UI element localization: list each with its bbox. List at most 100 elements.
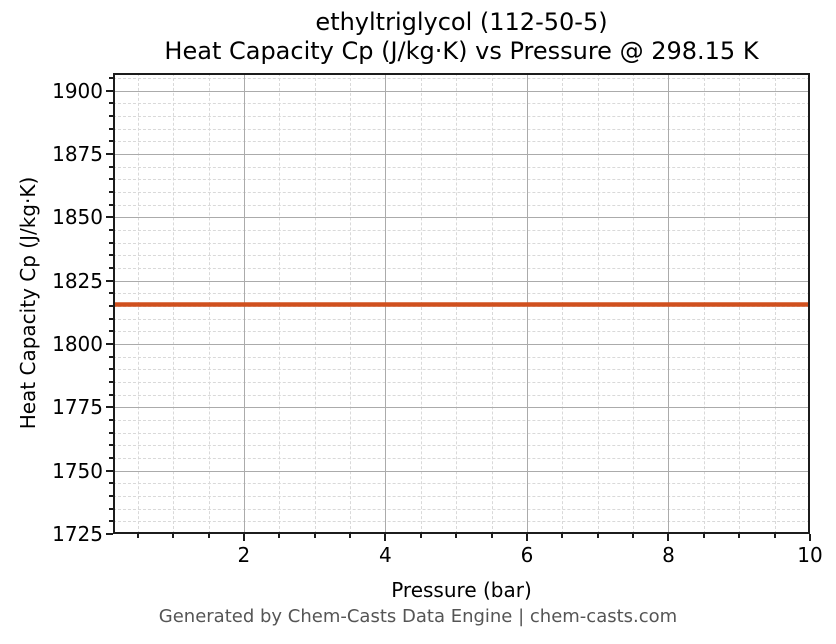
x-tick-label: 8 [662, 543, 675, 567]
x-tick-label: 2 [237, 543, 251, 567]
gridline-minor-y [113, 179, 810, 181]
y-major-tick [106, 89, 113, 92]
gridline-minor-y [113, 496, 810, 497]
gridline-minor-y [113, 318, 810, 320]
y-minor-tick [109, 305, 113, 308]
x-major-tick [667, 534, 670, 541]
x-minor-tick [490, 534, 493, 538]
chart-title-line1: ethyltriglycol (112-50-5) [315, 8, 608, 36]
y-minor-tick [109, 431, 113, 434]
y-minor-tick [109, 330, 113, 333]
y-tick-label: 1725 [52, 522, 103, 546]
y-minor-tick [109, 254, 113, 257]
x-major-tick [242, 534, 245, 541]
gridline-minor-y [113, 293, 810, 295]
y-minor-tick [109, 140, 113, 143]
gridline-minor-y [113, 116, 810, 118]
y-minor-tick [109, 229, 113, 232]
y-major-tick [106, 533, 113, 535]
gridline-major-y [113, 344, 810, 346]
x-minor-tick [136, 534, 139, 538]
y-minor-tick [109, 393, 113, 396]
y-minor-tick [109, 507, 113, 510]
y-minor-tick [109, 102, 113, 105]
gridline-major-y [113, 217, 810, 219]
series-layer [113, 302, 810, 307]
gridline-minor-y [113, 103, 810, 105]
gridline-major-y [113, 90, 810, 92]
gridline-minor-y [113, 394, 810, 396]
y-axis-label: Heat Capacity Cp (J/kg·K) [16, 176, 40, 430]
x-tick-label: 4 [379, 543, 392, 567]
gridline-minor-y [113, 483, 810, 485]
y-minor-tick [109, 520, 113, 523]
y-major-tick [106, 343, 113, 346]
x-minor-tick [738, 534, 741, 538]
x-major-tick [809, 534, 811, 541]
y-minor-tick [109, 165, 113, 168]
gridline-minor-y [113, 242, 810, 244]
gridline-minor-y [113, 432, 810, 434]
y-minor-tick [109, 457, 113, 459]
y-minor-tick [109, 444, 113, 447]
chart-title-line2: Heat Capacity Cp (J/kg·K) vs Pressure @ … [164, 37, 759, 65]
gridline-minor-y [113, 141, 810, 143]
y-minor-tick [109, 482, 113, 485]
x-minor-tick [313, 534, 316, 538]
y-major-tick [106, 153, 113, 156]
x-minor-tick [632, 534, 635, 538]
y-minor-tick [109, 77, 113, 80]
gridline-minor-y [113, 230, 810, 232]
y-tick-label: 1900 [52, 78, 103, 103]
x-major-tick [525, 534, 528, 541]
x-minor-tick [455, 534, 458, 538]
x-minor-tick [773, 534, 776, 538]
gridline-major-y [113, 407, 810, 409]
gridline-minor-y [113, 508, 810, 510]
gridline-minor-y [113, 445, 810, 447]
y-minor-tick [109, 178, 113, 181]
y-minor-tick [109, 267, 113, 270]
y-major-tick [106, 406, 113, 409]
y-major-tick [106, 216, 113, 219]
x-minor-tick [561, 534, 564, 538]
y-minor-tick [109, 419, 113, 422]
figure-footer: Generated by Chem-Casts Data Engine | ch… [158, 606, 678, 627]
y-tick-label: 1875 [52, 142, 103, 167]
y-minor-tick [109, 292, 113, 295]
y-major-tick [106, 469, 113, 472]
y-tick-label: 1800 [52, 332, 103, 357]
x-minor-tick [278, 534, 281, 538]
x-tick-label: 6 [520, 543, 534, 567]
x-minor-tick [702, 534, 705, 538]
gridline-minor-y [113, 369, 810, 371]
y-tick-label: 1825 [52, 268, 103, 293]
gridline-minor-y [113, 192, 810, 194]
y-minor-tick [109, 115, 113, 118]
x-tick-label: 10 [797, 543, 823, 567]
x-minor-tick [349, 534, 352, 538]
y-tick-label: 1775 [52, 395, 103, 420]
y-minor-tick [109, 191, 113, 194]
gridline-minor-y [113, 521, 810, 523]
gridline-major-y [113, 280, 810, 282]
x-minor-tick [172, 534, 175, 538]
y-minor-tick [109, 368, 113, 371]
gridline-minor-y [113, 128, 810, 130]
x-major-tick [384, 534, 387, 541]
x-minor-tick [207, 534, 210, 538]
gridline-major-y [113, 470, 810, 472]
gridline-minor-y [113, 420, 810, 422]
y-minor-tick [109, 317, 113, 320]
gridline-minor-y [113, 382, 810, 384]
plot-area [113, 73, 810, 534]
y-minor-tick [109, 355, 113, 358]
gridline-minor-y [113, 255, 810, 257]
y-minor-tick [109, 127, 113, 130]
y-minor-tick [109, 241, 113, 244]
y-tick-label: 1850 [52, 205, 103, 230]
y-minor-tick [109, 495, 113, 497]
y-minor-tick [109, 203, 113, 206]
gridline-minor-y [113, 331, 810, 333]
